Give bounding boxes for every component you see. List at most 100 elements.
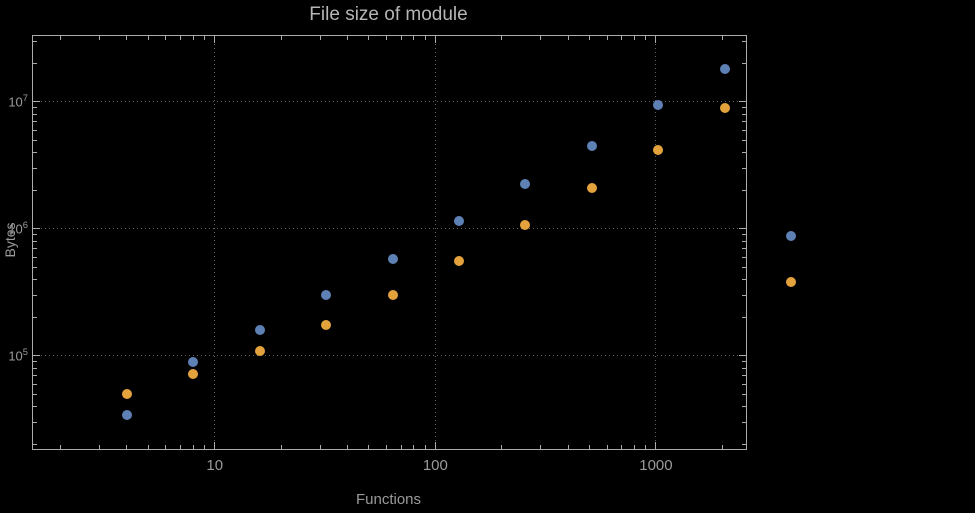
y-minor-tick <box>33 317 37 319</box>
y-major-tick <box>33 101 40 103</box>
data-point-blue <box>387 253 398 264</box>
y-minor-tick <box>33 234 37 236</box>
x-minor-tick <box>721 445 723 449</box>
y-gridline <box>33 355 746 357</box>
y-major-tick <box>33 355 40 357</box>
x-minor-tick <box>400 36 402 40</box>
x-minor-tick <box>645 445 647 449</box>
data-point-blue <box>653 99 664 110</box>
y-minor-tick <box>742 107 746 109</box>
y-minor-tick <box>742 405 746 407</box>
x-tick-label: 1000 <box>639 457 673 474</box>
data-point-orange <box>453 255 464 266</box>
y-minor-tick <box>742 151 746 153</box>
plot-frame: 10 100 1000 105 106 107 <box>8 35 797 474</box>
x-minor-tick <box>126 36 128 40</box>
data-point-orange <box>786 277 797 288</box>
y-minor-tick <box>33 294 37 296</box>
x-minor-tick <box>634 36 636 40</box>
x-minor-tick <box>165 445 167 449</box>
x-minor-tick <box>501 36 503 40</box>
y-minor-tick <box>742 383 746 385</box>
x-minor-tick <box>589 445 591 449</box>
y-minor-tick <box>742 240 746 242</box>
x-minor-tick <box>385 36 387 40</box>
y-minor-tick <box>742 167 746 169</box>
x-minor-tick <box>424 445 426 449</box>
x-minor-tick <box>413 36 415 40</box>
y-minor-tick <box>33 121 37 123</box>
data-point-blue <box>188 356 199 367</box>
y-minor-tick <box>742 129 746 131</box>
y-minor-tick <box>33 266 37 268</box>
x-minor-tick <box>645 36 647 40</box>
y-minor-tick <box>33 113 37 115</box>
y-minor-tick <box>33 240 37 242</box>
x-major-tick <box>214 36 216 43</box>
data-point-orange <box>520 219 531 230</box>
x-minor-tick <box>204 36 206 40</box>
x-major-tick <box>434 36 436 43</box>
y-minor-tick <box>742 248 746 250</box>
y-minor-tick <box>742 393 746 395</box>
y-minor-tick <box>33 421 37 423</box>
data-point-orange <box>321 320 332 331</box>
y-minor-tick <box>742 234 746 236</box>
data-point-orange <box>188 369 199 380</box>
x-axis-label: Functions <box>355 491 422 508</box>
x-minor-tick <box>721 36 723 40</box>
x-tick-label: 100 <box>422 457 448 474</box>
data-point-orange <box>387 290 398 301</box>
x-minor-tick <box>567 36 569 40</box>
y-minor-tick <box>33 167 37 169</box>
x-minor-tick <box>413 445 415 449</box>
x-minor-tick <box>368 36 370 40</box>
y-minor-tick <box>742 63 746 65</box>
y-minor-tick <box>742 113 746 115</box>
y-minor-tick <box>33 190 37 192</box>
y-minor-tick <box>33 375 37 377</box>
y-minor-tick <box>33 129 37 131</box>
x-minor-tick <box>621 445 623 449</box>
y-minor-tick <box>742 294 746 296</box>
x-minor-tick <box>621 36 623 40</box>
y-minor-tick <box>33 278 37 280</box>
y-minor-tick <box>742 361 746 363</box>
x-minor-tick <box>192 36 194 40</box>
x-minor-tick <box>424 36 426 40</box>
y-major-tick <box>739 355 746 357</box>
y-minor-tick <box>33 139 37 141</box>
data-point-blue <box>520 179 531 190</box>
x-minor-tick <box>192 445 194 449</box>
x-minor-tick <box>606 445 608 449</box>
y-tick-label: 107 <box>8 92 28 110</box>
data-point-blue <box>321 290 332 301</box>
data-point-blue <box>586 140 597 151</box>
x-minor-tick <box>147 36 149 40</box>
x-gridline <box>214 36 216 449</box>
x-minor-tick <box>540 36 542 40</box>
data-point-blue <box>453 216 464 227</box>
y-minor-tick <box>33 256 37 258</box>
x-minor-tick <box>280 36 282 40</box>
x-minor-tick <box>368 445 370 449</box>
x-minor-tick <box>165 36 167 40</box>
x-minor-tick <box>589 36 591 40</box>
x-minor-tick <box>147 445 149 449</box>
x-minor-tick <box>400 445 402 449</box>
x-tick-label: 10 <box>206 457 224 474</box>
y-minor-tick <box>742 139 746 141</box>
x-major-tick <box>434 442 436 449</box>
y-minor-tick <box>33 248 37 250</box>
y-minor-tick <box>33 393 37 395</box>
y-tick-label: 106 <box>8 219 28 237</box>
x-gridline <box>434 36 436 449</box>
y-major-tick <box>739 101 746 103</box>
x-minor-tick <box>319 445 321 449</box>
x-minor-tick <box>347 36 349 40</box>
x-minor-tick <box>180 36 182 40</box>
y-minor-tick <box>742 421 746 423</box>
x-minor-tick <box>567 445 569 449</box>
data-point-orange <box>254 345 265 356</box>
data-point-orange <box>586 182 597 193</box>
